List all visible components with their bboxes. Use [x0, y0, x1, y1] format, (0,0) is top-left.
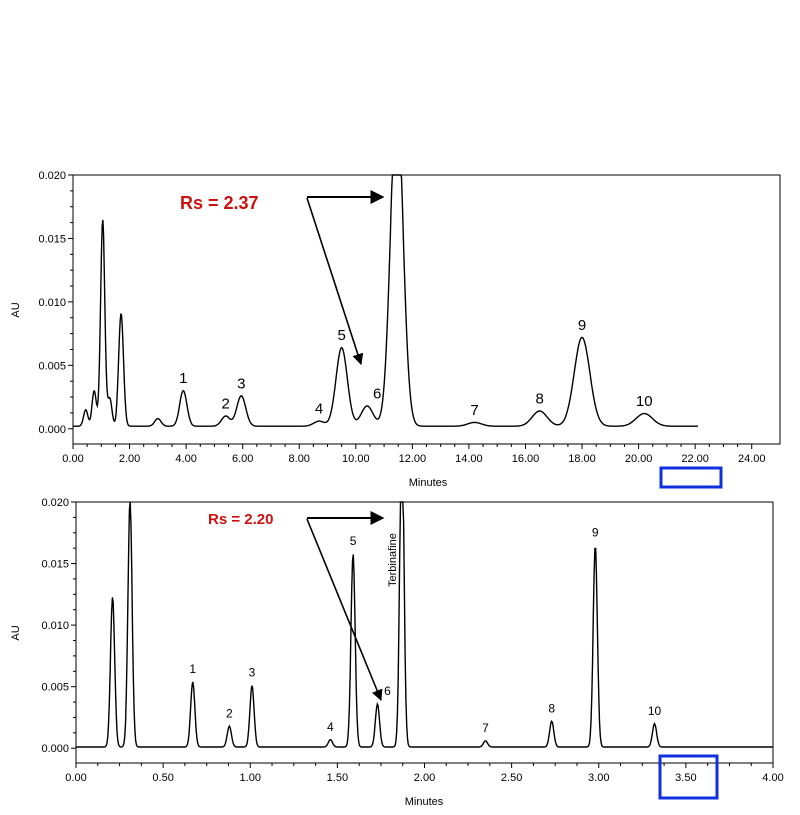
x-tick-label: 1.00: [240, 772, 261, 784]
y-tick-label: 0.000: [41, 743, 69, 755]
y-tick-label: 0.020: [38, 170, 66, 182]
y-tick-label: 0.000: [38, 424, 66, 436]
y-axis-label-top: AU: [10, 302, 22, 317]
x-axis-label-bottom: Minutes: [405, 796, 444, 808]
x-tick-label: 2.00: [119, 453, 140, 465]
highlight-box-bottom: [658, 754, 719, 800]
x-tick-label: 1.50: [327, 772, 348, 784]
x-tick-label: 0.00: [65, 772, 86, 784]
x-tick-label: 6.00: [232, 453, 253, 465]
peak-label: 10: [636, 393, 653, 410]
peak-label: 6: [384, 684, 391, 698]
x-tick-label: 4.00: [762, 772, 783, 784]
highlight-box-top: [659, 466, 723, 489]
x-tick-label: 2.50: [501, 772, 522, 784]
x-tick-label: 16.00: [512, 453, 540, 465]
x-tick-label: 3.00: [588, 772, 609, 784]
plot-frame-top: [72, 174, 781, 445]
peak-label: 4: [315, 401, 323, 418]
x-tick-label: 2.00: [414, 772, 435, 784]
peak-label: 2: [222, 396, 230, 413]
y-tick-label: 0.010: [41, 620, 69, 632]
x-axis-label-top: Minutes: [409, 477, 448, 489]
x-tick-label: 18.00: [568, 453, 596, 465]
resolution-label-bottom: Rs = 2.20: [208, 511, 273, 528]
peak-label: 7: [482, 721, 489, 735]
y-tick-label: 0.005: [41, 682, 69, 694]
x-tick-label: 14.00: [455, 453, 483, 465]
y-tick-label: 0.015: [38, 233, 66, 245]
trace-line-top: [73, 174, 698, 427]
peak-labels-bottom: 1 2 3 4 5 6 Terbinafine 7 8 9 10: [189, 525, 661, 735]
peak-label: 8: [535, 391, 543, 408]
x-axis-top: 0.00 2.00 4.00 6.00 8.00 10.00 12.00 14.00 16.00…: [62, 444, 765, 465]
peak-label: 3: [237, 375, 245, 392]
arrow-diagonal-bottom: [306, 518, 383, 702]
y-tick-label: 0.015: [41, 559, 69, 571]
trace-line-bottom: [76, 501, 773, 748]
x-tick-label: 4.00: [175, 453, 196, 465]
peak-label: 4: [327, 720, 334, 734]
x-tick-label: 24.00: [738, 453, 766, 465]
peak-label: 1: [189, 662, 196, 676]
peak-label: 9: [592, 525, 599, 539]
y-axis-bottom: 0.000 0.005 0.010 0.015 0.020: [41, 497, 76, 755]
peak-label: 9: [578, 317, 586, 334]
chart-panel-top: 0.000 0.005 0.010 0.015 0.020 0.00 2.00 4.00 6.…: [10, 170, 781, 489]
x-tick-label: 22.00: [681, 453, 709, 465]
peak-label: 2: [226, 706, 233, 720]
chart-panel-bottom: 0.000 0.005 0.010 0.015 0.020 0.00 0.50 1.00 1.…: [10, 497, 784, 808]
peak-label: 5: [337, 327, 345, 344]
arrow-diagonal-top: [306, 197, 364, 366]
x-tick-label: 3.50: [675, 772, 696, 784]
peak-label: 7: [470, 402, 478, 419]
y-tick-label: 0.020: [41, 497, 69, 509]
y-tick-label: 0.005: [38, 360, 66, 372]
x-tick-label: 12.00: [399, 453, 427, 465]
y-axis-label-bottom: AU: [10, 625, 22, 640]
x-tick-label: 0.00: [62, 453, 83, 465]
peak-label: 8: [548, 701, 555, 715]
x-tick-label: 20.00: [625, 453, 653, 465]
peak-label: Terbinafine: [387, 533, 399, 587]
peak-label: 10: [648, 704, 662, 718]
x-tick-label: 8.00: [289, 453, 310, 465]
y-axis-top: 0.000 0.005 0.010 0.015 0.020: [38, 170, 73, 436]
x-tick-label: 10.00: [342, 453, 370, 465]
resolution-label-top: Rs = 2.37: [180, 193, 259, 213]
peak-label: 3: [249, 666, 256, 680]
x-tick-label: 0.50: [152, 772, 173, 784]
peak-label: 5: [350, 534, 357, 548]
x-axis-bottom: 0.00 0.50 1.00 1.50 2.00 2.50 3.00 3.50 4.00: [65, 763, 784, 784]
y-tick-label: 0.010: [38, 297, 66, 309]
plot-frame-bottom: [75, 501, 774, 764]
peak-label: 6: [373, 385, 381, 402]
peak-label: 1: [179, 370, 187, 387]
